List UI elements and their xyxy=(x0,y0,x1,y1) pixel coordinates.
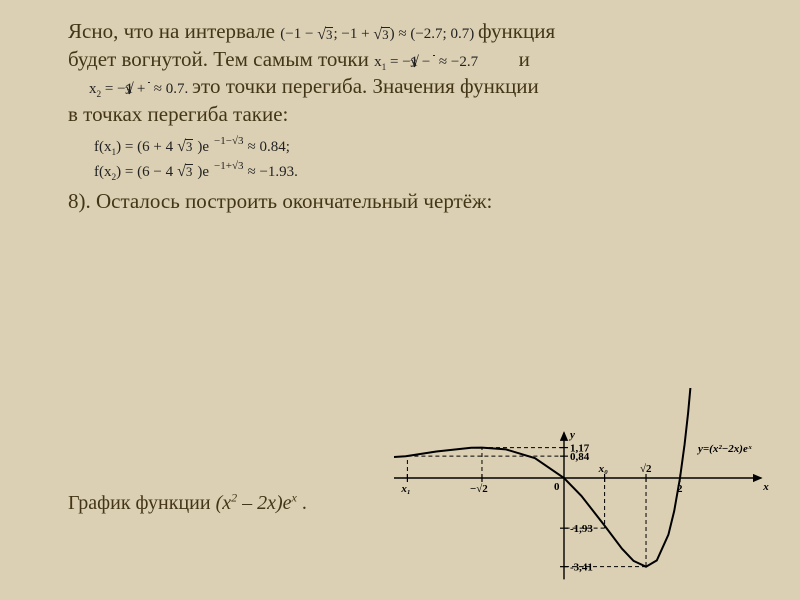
cap-c: – 2x)e xyxy=(237,492,291,514)
paragraph-1: Ясно, что на интервале (−1 − √3; −1 + √3… xyxy=(68,18,762,129)
exp: −1+√3 xyxy=(214,161,243,172)
exp: −1−√3 xyxy=(214,136,243,147)
m: (6 + 4 xyxy=(137,139,173,155)
p1-lead: Ясно, что на интервале xyxy=(68,19,280,43)
cap-a: График функции xyxy=(68,492,216,514)
m: x xyxy=(89,81,97,97)
m: ≈ 0.7. xyxy=(150,81,188,97)
p1-line4: в точках перегиба такие: xyxy=(68,102,288,126)
p1-line2a: будет вогнутой. Тем самым точки xyxy=(68,47,374,71)
m: ) = xyxy=(116,164,137,180)
p1-line3a: это точки перегиба. Значения функции xyxy=(192,74,539,98)
m: ≈ (−2.7; 0.7) xyxy=(395,26,475,42)
x1-math: x1 = −1 − √3 ≈ −2.7 xyxy=(374,54,482,70)
svg-text:2: 2 xyxy=(677,483,683,495)
svg-text:0,84: 0,84 xyxy=(570,451,590,463)
m: f(x xyxy=(94,164,112,180)
x2-math: x2 = −1 + √3 ≈ 0.7. xyxy=(89,81,192,97)
p1-line2b: и xyxy=(519,47,530,71)
graph-caption: График функции (x2 – 2x)ex . xyxy=(68,492,307,515)
p1-mid1: функция xyxy=(478,19,555,43)
m: f(x xyxy=(94,139,112,155)
svg-text:0: 0 xyxy=(554,481,560,493)
m: ≈ −1.93. xyxy=(247,164,297,181)
cap-b: (x xyxy=(216,492,232,514)
svg-text:y=(x²−2x)eˣ: y=(x²−2x)eˣ xyxy=(696,443,752,455)
sqrt-icon: √3 xyxy=(317,27,333,43)
function-graph: yx01,170,84-1,93-3,41x₁−√2x₀√22y=(x²−2x)… xyxy=(394,388,774,588)
m: )e xyxy=(197,139,209,156)
section-8: 8). Осталось построить окончательный чер… xyxy=(68,189,762,214)
sqrt-icon: √3 xyxy=(373,27,389,43)
m: (−1 − xyxy=(280,26,317,42)
m: ; −1 + xyxy=(333,26,373,42)
interval-math: (−1 − √3; −1 + √3) ≈ (−2.7; 0.7) xyxy=(280,26,478,42)
svg-text:x₁: x₁ xyxy=(400,483,410,495)
svg-text:-1,93: -1,93 xyxy=(570,523,593,535)
svg-text:-3,41: -3,41 xyxy=(570,562,593,574)
m: (6 − 4 xyxy=(137,164,173,180)
m: ≈ 0.84; xyxy=(247,139,289,156)
sqrt-icon: √3 xyxy=(177,139,193,155)
sqrt-icon: √3 xyxy=(177,164,193,180)
slide: Ясно, что на интервале (−1 − √3; −1 + √3… xyxy=(0,0,800,600)
m: ≈ −2.7 xyxy=(435,54,478,70)
m: ) = xyxy=(116,139,137,155)
svg-text:x: x xyxy=(762,481,769,493)
m: )e xyxy=(197,164,209,181)
svg-text:y: y xyxy=(568,429,575,441)
cap-d: . xyxy=(297,492,307,514)
svg-text:−√2: −√2 xyxy=(470,483,488,495)
fx2-equation: f(x2) = (6 − 4√3)e−1+√3 ≈ −1.93. xyxy=(94,164,762,181)
fx1-equation: f(x1) = (6 + 4√3)e−1−√3 ≈ 0.84; xyxy=(94,139,762,156)
m: x xyxy=(374,54,382,70)
svg-text:x₀: x₀ xyxy=(598,463,609,475)
svg-text:√2: √2 xyxy=(640,463,652,475)
